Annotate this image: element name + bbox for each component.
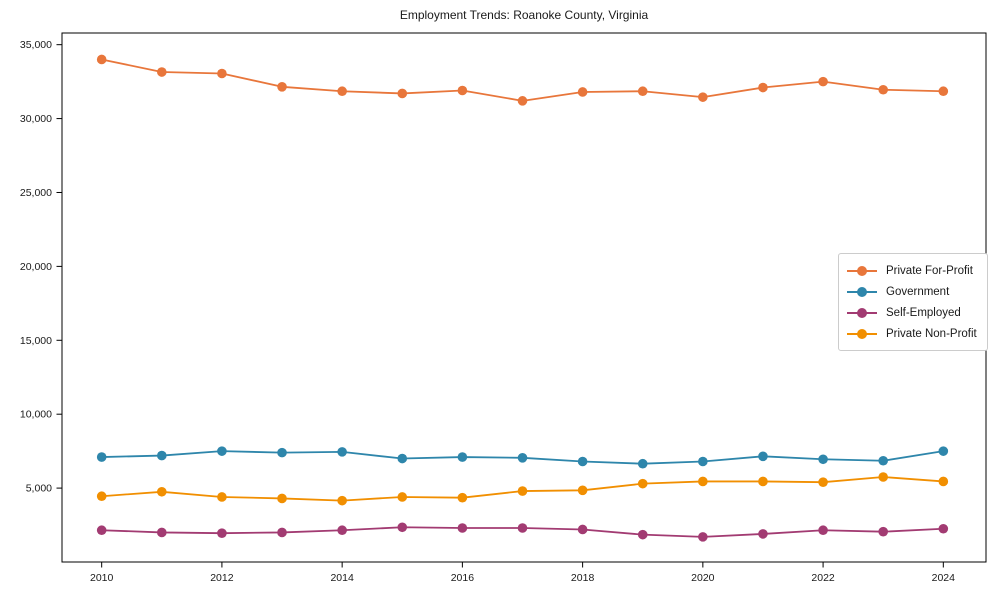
data-point-self-employed [698,532,708,542]
data-point-self-employed [156,527,167,538]
data-point-private-non-profit [517,486,528,496]
y-tick-label: 15,000 [20,335,52,347]
data-point-private-for-profit [217,68,227,79]
data-point-private-non-profit [637,478,648,489]
y-tick-label: 5,000 [26,483,52,495]
x-tick-label: 2012 [210,572,234,584]
data-point-private-for-profit [698,92,708,102]
legend-item-private-for-profit: Private For-Profit [847,260,977,281]
data-point-government [277,447,287,458]
legend-marker-icon [857,286,867,297]
data-point-government [217,446,227,456]
data-point-government [698,456,708,467]
legend: Private For-Profit Government Self-Employe… [838,253,988,351]
data-point-self-employed [758,529,768,539]
chart-title: Employment Trends: Roanoke County, Virgi… [399,8,649,22]
x-tick-label: 2014 [330,572,354,584]
data-point-private-for-profit [96,54,107,65]
data-point-government [397,453,408,464]
data-point-private-for-profit [818,76,828,87]
data-point-self-employed [577,524,588,535]
legend-marker-icon [857,328,867,339]
x-tick-label: 2022 [811,572,835,584]
data-point-private-for-profit [277,82,287,92]
legend-label: Self-Employed [886,306,961,319]
legend-marker-icon [857,307,867,318]
data-point-self-employed [818,525,828,536]
data-point-government [156,450,167,461]
data-point-self-employed [457,523,468,533]
legend-swatch-icon [847,328,877,339]
data-point-private-for-profit [577,87,588,97]
data-point-government [337,447,347,457]
data-point-private-non-profit [156,486,167,497]
x-tick-label: 2018 [571,572,595,584]
x-tick-label: 2016 [451,572,475,584]
legend-item-self-employed: Self-Employed [847,302,977,323]
data-point-private-for-profit [517,96,528,106]
data-point-private-non-profit [217,492,227,502]
data-point-private-for-profit [637,86,648,97]
data-point-private-non-profit [96,491,107,502]
data-point-private-non-profit [758,476,768,487]
data-point-government [758,451,768,462]
legend-label: Government [886,285,950,298]
data-point-private-for-profit [457,85,468,96]
data-point-self-employed [938,523,949,534]
data-point-private-non-profit [397,492,408,502]
x-tick-label: 2020 [691,572,715,584]
data-point-government [96,452,107,462]
data-point-government [517,452,528,463]
data-point-private-for-profit [156,67,167,77]
data-point-government [577,456,588,467]
legend-item-private-non-profit: Private Non-Profit [847,323,977,344]
data-point-self-employed [517,523,528,533]
y-tick-label: 10,000 [20,409,52,421]
legend-item-government: Government [847,281,977,302]
data-point-self-employed [878,526,888,537]
y-tick-label: 25,000 [20,187,52,199]
data-point-private-non-profit [457,492,468,503]
data-point-government [457,452,468,462]
data-point-private-for-profit [758,82,768,93]
data-point-private-for-profit [878,84,888,95]
data-point-government [818,454,828,465]
data-point-private-for-profit [337,86,347,97]
data-point-private-for-profit [938,86,949,97]
data-point-private-non-profit [938,476,949,487]
legend-swatch-icon [847,307,877,318]
data-point-self-employed [397,522,408,533]
data-point-self-employed [277,527,287,538]
data-point-private-non-profit [337,495,347,506]
data-point-private-non-profit [277,493,287,504]
legend-label: Private For-Profit [886,264,973,277]
data-point-private-non-profit [818,477,828,487]
y-tick-label: 20,000 [20,261,52,273]
legend-swatch-icon [847,265,877,276]
data-point-self-employed [637,529,648,540]
legend-marker-icon [857,265,867,276]
data-point-government [938,446,949,456]
data-point-private-non-profit [878,472,888,482]
y-tick-label: 30,000 [20,113,52,125]
legend-label: Private Non-Profit [886,327,977,340]
data-point-private-for-profit [397,88,408,99]
y-tick-label: 35,000 [20,39,52,51]
x-tick-label: 2024 [932,572,956,584]
x-tick-label: 2010 [90,572,114,584]
data-point-self-employed [217,528,227,538]
data-point-self-employed [337,525,347,536]
data-point-private-non-profit [577,485,588,496]
data-point-private-non-profit [698,476,708,487]
legend-swatch-icon [847,286,877,297]
data-point-government [637,458,648,469]
series-line-private-for-profit [100,58,945,102]
data-point-self-employed [96,525,107,536]
data-point-government [878,455,888,466]
